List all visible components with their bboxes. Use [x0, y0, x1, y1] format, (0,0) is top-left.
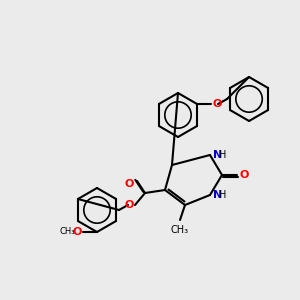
Text: O: O	[212, 99, 221, 109]
Text: H: H	[220, 150, 227, 160]
Text: N: N	[213, 150, 222, 160]
Text: O: O	[73, 227, 82, 237]
Text: O: O	[240, 170, 249, 180]
Text: CH₃: CH₃	[171, 225, 189, 235]
Text: O: O	[124, 200, 134, 210]
Text: CH₃: CH₃	[59, 227, 75, 236]
Text: O: O	[124, 179, 134, 189]
Text: N: N	[213, 190, 222, 200]
Text: H: H	[220, 190, 227, 200]
